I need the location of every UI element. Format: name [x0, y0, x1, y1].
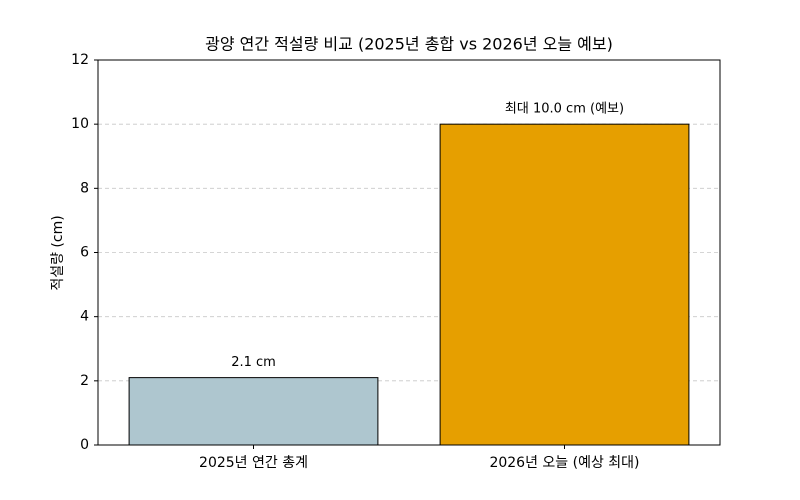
y-tick-label: 8 [80, 180, 89, 196]
y-tick-label: 10 [71, 116, 89, 132]
y-axis-label: 적설량 (cm) [50, 215, 66, 290]
chart-title: 광양 연간 적설량 비교 (2025년 총합 vs 2026년 오늘 예보) [205, 35, 613, 54]
y-tick-label: 2 [80, 373, 89, 389]
bar [128, 377, 379, 446]
bar [439, 123, 690, 446]
value-label: 2.1 cm [231, 355, 276, 370]
x-tick-label: 2026년 오늘 (예상 최대) [489, 455, 639, 471]
y-tick-label: 0 [80, 437, 89, 453]
y-tick-label: 6 [80, 245, 89, 261]
value-label: 최대 10.0 cm (예보) [505, 102, 624, 117]
bars [128, 123, 690, 446]
y-tick-label: 12 [71, 52, 89, 68]
x-tick-label: 2025년 연간 총계 [199, 455, 308, 471]
y-tick-label: 4 [80, 309, 89, 325]
